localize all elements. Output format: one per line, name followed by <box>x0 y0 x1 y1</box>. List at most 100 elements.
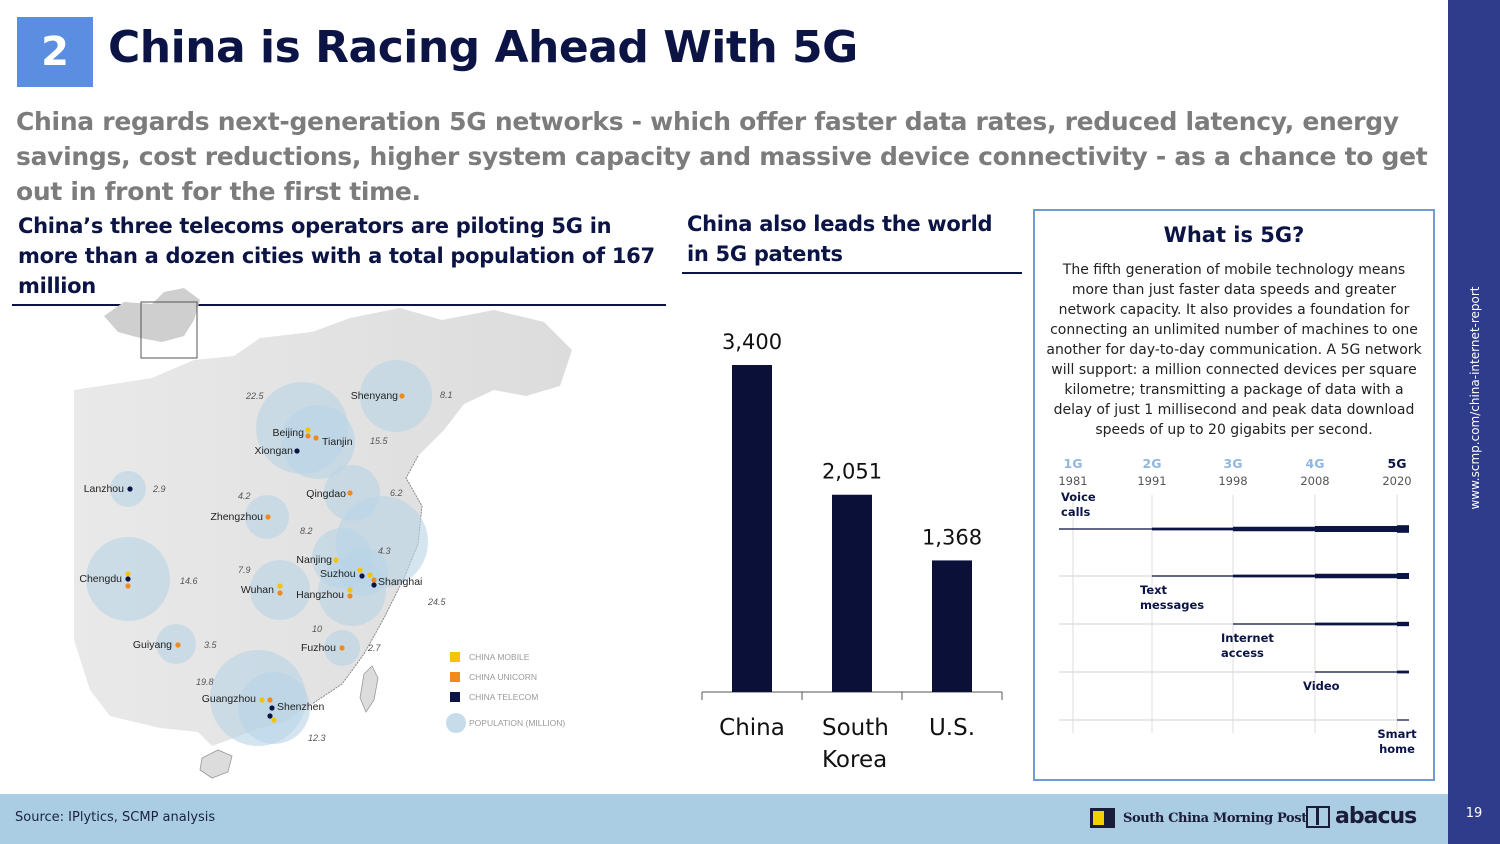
category-label: South <box>822 715 889 741</box>
generation-label: 2G <box>1143 456 1162 471</box>
legend-label-population: POPULATION (MILLION) <box>469 718 565 728</box>
abacus-logo-icon <box>1306 805 1330 828</box>
city-label-tianjin: Tianjin <box>322 436 353 448</box>
info-box-body: The fifth generation of mobile technolog… <box>1046 262 1422 438</box>
bar-value-label: 2,051 <box>822 460 882 484</box>
legend-swatch-china-mobile <box>450 652 460 662</box>
pop-value-suzhou: 4.3 <box>378 546 391 556</box>
bar-china <box>732 365 772 692</box>
generation-year: 1991 <box>1137 474 1166 488</box>
city-label-wuhan: Wuhan <box>241 584 274 596</box>
pop-value-zhengzhou: 4.2 <box>238 491 251 501</box>
operator-dots <box>125 393 405 723</box>
taiwan-island <box>359 665 379 713</box>
scmp-logo-icon <box>1090 808 1115 828</box>
pop-value-nanjing: 8.2 <box>300 526 313 536</box>
china-5g-city-map: Shenyang Beijing Tianjin Xiongan Lanzhou… <box>74 288 572 779</box>
capability-label: home <box>1379 742 1415 756</box>
pop-value-chengdu: 14.6 <box>180 576 198 586</box>
city-label-lanzhou: Lanzhou <box>84 483 124 495</box>
capability-label: access <box>1221 646 1264 660</box>
city-label-shanghai: Shanghai <box>378 576 422 588</box>
capability-label: Voice <box>1061 490 1096 504</box>
legend-swatch-china-telecom <box>450 692 460 702</box>
pop-circle-shenyang <box>360 360 432 432</box>
map-section-heading: China’s three telecoms operators are pil… <box>12 211 666 306</box>
city-label-guiyang: Guiyang <box>133 639 172 651</box>
capability-label: Video <box>1303 679 1340 693</box>
legend-swatch-population <box>446 713 466 733</box>
city-label-beijing: Beijing <box>272 427 304 439</box>
city-label-hangzhou: Hangzhou <box>296 589 344 601</box>
population-circles <box>86 360 432 746</box>
pop-value-fuzhou: 2.7 <box>367 643 382 653</box>
pop-value-lanzhou: 2.9 <box>152 484 166 494</box>
abacus-logo: abacus <box>1306 804 1417 829</box>
bar-value-label: 3,400 <box>722 330 782 354</box>
legend-label-china-unicorn: CHINA UNICORN <box>469 672 537 682</box>
bar-value-label: 1,368 <box>922 525 982 549</box>
city-label-xiongan: Xiongan <box>254 445 293 457</box>
legend-label-china-mobile: CHINA MOBILE <box>469 652 530 662</box>
city-label-qingdao: Qingdao <box>306 488 346 500</box>
bar-south-korea <box>832 494 872 692</box>
generation-label: 3G <box>1224 456 1243 471</box>
category-label: U.S. <box>929 715 975 741</box>
page-number: 19 <box>1465 806 1483 821</box>
generation-timeline: 1G 1981 2G 1991 3G 1998 4G 2008 5G 2020 Voicecalls… <box>1058 456 1417 756</box>
city-label-shenzhen: Shenzhen <box>277 701 324 713</box>
legend-swatch-china-unicorn <box>450 672 460 682</box>
generation-year: 2008 <box>1300 474 1329 488</box>
footer-bar <box>0 794 1448 844</box>
category-label: Korea <box>822 747 887 773</box>
capability-label: calls <box>1061 505 1090 519</box>
category-label: China <box>719 715 785 741</box>
slide-number-badge: 2 <box>17 17 93 87</box>
pop-value-beijing: 22.5 <box>245 391 265 401</box>
generation-year: 1998 <box>1218 474 1247 488</box>
patents-heading-line-2: in 5G patents <box>687 242 843 266</box>
map-legend: CHINA MOBILE CHINA UNICORN CHINA TELECOM… <box>446 652 565 733</box>
patents-bar-chart: 3,400 China 2,051 South Korea 1,368 U.S. <box>701 330 1003 773</box>
patents-section-heading: China also leads the world in 5G patents <box>682 209 1022 274</box>
city-label-nanjing: Nanjing <box>296 554 332 566</box>
pop-value-shanghai: 24.5 <box>427 597 447 607</box>
pop-value-qingdao: 6.2 <box>390 488 403 498</box>
pop-value-tianjin: 15.5 <box>370 436 389 446</box>
capability-label: messages <box>1140 598 1204 612</box>
inset-china-outline <box>104 288 200 342</box>
capability-label: Text <box>1140 583 1168 597</box>
abacus-logo-text: abacus <box>1335 804 1417 829</box>
report-url[interactable]: www.scmp.com/china-internet-report <box>1468 286 1482 510</box>
info-box-title: What is 5G? <box>1163 223 1305 247</box>
pop-value-guiyang: 3.5 <box>204 640 218 650</box>
inset-focus-box <box>140 301 198 359</box>
city-label-guangzhou: Guangzhou <box>202 693 256 705</box>
scmp-logo-text: South China Morning Post <box>1123 810 1307 826</box>
what-is-5g-box: What is 5G? The fifth generation of mobi… <box>1033 209 1435 781</box>
generation-year: 2020 <box>1382 474 1411 488</box>
patents-heading-line-1: China also leads the world <box>687 212 993 236</box>
city-label-shenyang: Shenyang <box>351 390 398 402</box>
pop-value-shenyang: 8.1 <box>440 390 453 400</box>
bar-u-s <box>932 560 972 692</box>
pop-value-wuhan: 7.9 <box>238 565 251 575</box>
pop-circle-tianjin <box>281 405 355 479</box>
city-label-suzhou: Suzhou <box>320 568 356 580</box>
pop-value-guangzhou: 19.8 <box>196 677 214 687</box>
china-landmass <box>74 308 572 746</box>
generation-label: 4G <box>1306 456 1325 471</box>
pop-value-hangzhou: 10 <box>312 624 322 634</box>
page-subtitle: China regards next-generation 5G network… <box>16 107 1428 206</box>
hainan-island <box>199 749 233 779</box>
city-label-zhengzhou: Zhengzhou <box>210 511 263 523</box>
city-label-fuzhou: Fuzhou <box>301 642 336 654</box>
pop-value-shenzhen: 12.3 <box>308 733 326 743</box>
generation-label: 1G <box>1064 456 1083 471</box>
legend-label-china-telecom: CHINA TELECOM <box>469 692 538 702</box>
right-sidebar-band <box>1448 0 1500 844</box>
scmp-logo: South China Morning Post <box>1090 808 1307 828</box>
capability-label: Internet <box>1221 631 1274 645</box>
generation-label: 5G <box>1388 456 1407 471</box>
source-note: Source: IPlytics, SCMP analysis <box>15 810 216 825</box>
